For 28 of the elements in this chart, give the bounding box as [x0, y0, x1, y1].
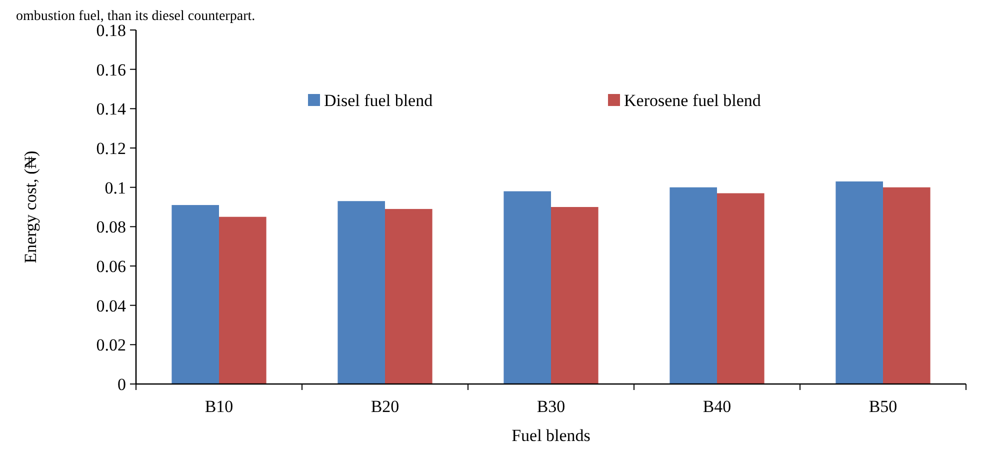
- legend-label: Disel fuel blend: [324, 90, 434, 110]
- bar: [385, 208, 432, 384]
- y-tick-label: 0.02: [96, 336, 126, 355]
- y-tick-label: 0.14: [96, 100, 126, 119]
- y-axis-title: Energy cost, (₦): [21, 150, 40, 264]
- y-tick-label: 0.16: [96, 60, 126, 80]
- bar: [883, 187, 930, 384]
- x-tick-label: B30: [536, 397, 566, 416]
- y-tick-label: 0.12: [96, 138, 126, 158]
- y-tick-label: 0.06: [96, 256, 126, 276]
- x-axis-title: Fuel blends: [512, 426, 590, 445]
- bar: [717, 193, 764, 384]
- y-tick-label: 0: [118, 374, 126, 394]
- y-tick-label: 0.08: [96, 218, 126, 237]
- x-tick-label: B40: [702, 397, 732, 416]
- legend-label: Kerosene fuel blend: [624, 90, 762, 110]
- y-tick-label: 0.1: [104, 178, 126, 198]
- x-tick-label: B20: [370, 397, 400, 416]
- y-tick-label: 0.04: [96, 296, 126, 316]
- bar: [551, 207, 598, 384]
- bar: [172, 205, 219, 384]
- x-tick-label: B10: [204, 397, 234, 416]
- bar: [338, 201, 385, 384]
- bar: [836, 181, 883, 384]
- bar: [670, 187, 717, 384]
- bar: [504, 191, 551, 384]
- x-tick-label: B50: [868, 397, 898, 416]
- bar: [219, 216, 266, 384]
